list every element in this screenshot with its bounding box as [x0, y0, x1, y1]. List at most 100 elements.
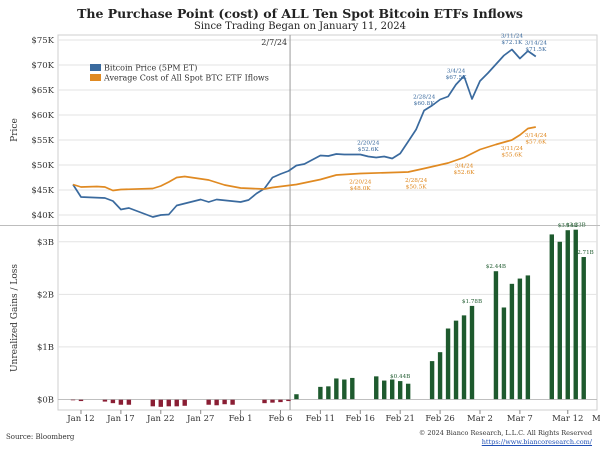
- bar-annotation: $2.44B: [486, 264, 506, 270]
- x-tick-label: Feb 26: [425, 414, 454, 424]
- annotation-date: 3/11/24: [501, 146, 524, 152]
- gain-loss-bar: [294, 394, 299, 400]
- annotation-value: $52.6K: [454, 170, 476, 176]
- gain-loss-bar: [445, 328, 451, 400]
- gain-loss-bar: [525, 275, 531, 400]
- gain-loss-bar: [517, 278, 523, 400]
- x-tick-label: Mar 17: [592, 414, 600, 424]
- gain-loss-bar: [102, 399, 108, 402]
- gain-loss-bar: [158, 399, 163, 407]
- x-tick-label: Feb 6: [268, 414, 292, 424]
- gain-loss-bar: [110, 399, 116, 404]
- gain-loss-bar: [390, 379, 395, 400]
- gain-loss-bar: [469, 305, 475, 400]
- y-tick-label-gains: $2B: [37, 290, 54, 300]
- annotation-value: $60.8K: [414, 101, 436, 107]
- annotation-value: $50.5K: [406, 185, 428, 191]
- gain-loss-bar: [174, 399, 179, 407]
- y-tick-label-price: $55K: [31, 136, 54, 146]
- x-tick-label: Feb 16: [346, 414, 375, 424]
- x-tick-label: Mar 12: [552, 414, 583, 424]
- annotation-value: $67.5K: [446, 75, 468, 81]
- gain-loss-bar: [429, 361, 435, 400]
- gain-loss-bar: [334, 378, 339, 400]
- bar-annotation: $3.23B: [566, 223, 586, 229]
- gain-loss-bar: [557, 241, 562, 400]
- y-tick-label-gains: $1B: [37, 343, 54, 353]
- average-cost-line: [72, 126, 536, 192]
- copyright-note: © 2024 Bianco Research, L.L.C. All Right…: [419, 429, 592, 447]
- x-tick-label: Mar 2: [467, 414, 493, 424]
- gain-loss-bar: [342, 379, 347, 400]
- gain-loss-bar: [262, 399, 267, 404]
- x-tick-label: Feb 1: [229, 414, 253, 424]
- annotation-date: 3/4/24: [447, 69, 466, 75]
- gain-loss-bar: [182, 399, 187, 406]
- gain-loss-bar: [326, 386, 331, 400]
- annotation-value: $52.6K: [358, 147, 380, 153]
- x-tick-label: Jan 12: [66, 414, 94, 424]
- y-tick-label-price: $75K: [31, 36, 54, 46]
- gain-loss-bar: [230, 399, 235, 405]
- gain-loss-bar: [278, 399, 283, 403]
- y-tick-label-price: $70K: [31, 61, 54, 71]
- bar-annotation: $3.14B: [558, 223, 578, 229]
- annotation-date: 2/20/24: [357, 141, 380, 147]
- bar-annotation: $1.78B: [462, 299, 482, 305]
- gain-loss-bar: [581, 257, 586, 400]
- gain-loss-bar: [397, 381, 403, 400]
- gain-loss-bar: [206, 399, 211, 405]
- legend-swatch-price: [90, 64, 101, 71]
- gain-loss-bar: [70, 399, 76, 401]
- trading-marker-label: 2/7/24: [261, 38, 287, 47]
- y-tick-label-price: $45K: [31, 186, 54, 196]
- plot-frame: [57, 34, 598, 411]
- annotation-date: 3/14/24: [525, 41, 548, 47]
- x-tick-label: Feb 11: [306, 414, 335, 424]
- y-tick-label-price: $65K: [31, 86, 54, 96]
- gain-loss-bar: [549, 234, 554, 400]
- bitcoin-price-line: [72, 48, 537, 218]
- y-tick-label-gains: $0B: [37, 395, 54, 405]
- gain-loss-bar: [78, 399, 84, 402]
- x-tick-label: Jan 27: [186, 414, 214, 424]
- gain-loss-bar: [222, 399, 227, 405]
- gain-loss-bar: [382, 380, 387, 400]
- y-tick-label-price: $60K: [31, 111, 54, 121]
- y-axis-label-gains: Unrealized Gains / Loss: [10, 264, 20, 372]
- gain-loss-bar: [573, 229, 578, 400]
- gain-loss-bar: [493, 271, 499, 400]
- website-link[interactable]: https://www.biancoresearch.com/: [481, 438, 592, 446]
- y-tick-label-price: $40K: [31, 211, 54, 221]
- legend-swatch-cost: [90, 74, 101, 81]
- x-tick-label: Jan 17: [106, 414, 134, 424]
- gain-loss-bar: [437, 352, 443, 400]
- gain-loss-bar: [270, 399, 275, 403]
- legend-label-cost: Average Cost of All Spot BTC ETF Iflows: [103, 74, 269, 83]
- annotation-date: 3/4/24: [455, 164, 474, 170]
- annotation-date: 2/20/24: [349, 180, 372, 186]
- y-axis-label-price: Price: [10, 118, 20, 142]
- copyright-text: © 2024 Bianco Research, L.L.C. All Right…: [418, 429, 592, 437]
- gain-loss-bar: [286, 399, 291, 402]
- gain-loss-bar: [565, 230, 570, 400]
- annotation-value: $71.5K: [525, 47, 547, 53]
- annotation-value: $48.0K: [350, 186, 372, 192]
- gain-loss-bar: [166, 399, 171, 407]
- y-tick-label-gains: $3B: [37, 238, 54, 248]
- gain-loss-bar: [374, 376, 379, 400]
- annotation-value: $55.6K: [501, 153, 523, 159]
- gain-loss-bar: [405, 383, 411, 400]
- annotation-date: 2/28/24: [405, 178, 428, 184]
- gain-loss-bar: [501, 307, 507, 400]
- chart-subtitle: Since Trading Began on January 11, 2024: [193, 21, 407, 32]
- gain-loss-bar: [318, 386, 323, 400]
- annotation-value: $57.6K: [525, 140, 547, 146]
- gain-loss-bar: [350, 377, 355, 400]
- legend-label-price: Bitcoin Price (5PM ET): [104, 64, 197, 73]
- annotation-date: 2/28/24: [413, 95, 436, 101]
- annotation-date: 3/11/24: [501, 34, 524, 40]
- bar-annotation: $2.71B: [574, 250, 594, 256]
- gain-loss-bar: [461, 315, 467, 400]
